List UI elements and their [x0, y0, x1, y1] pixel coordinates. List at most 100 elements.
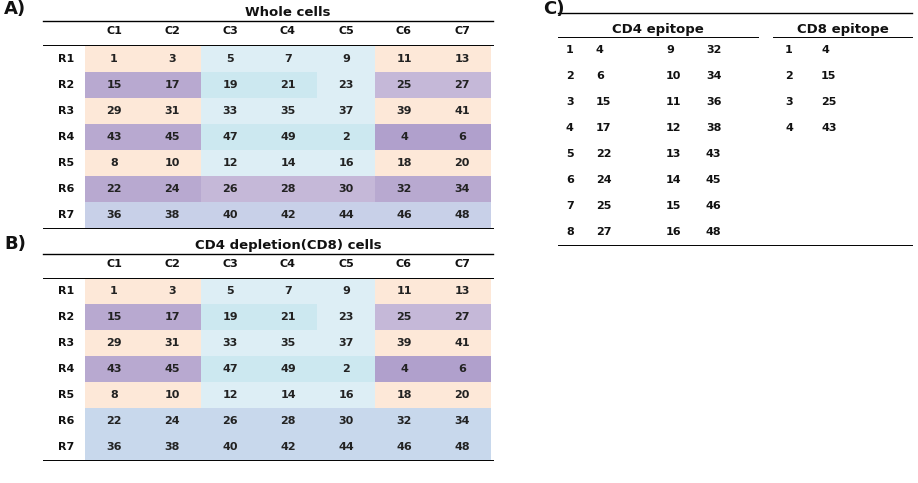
Text: 5: 5: [226, 54, 234, 64]
Text: 27: 27: [454, 80, 470, 90]
Text: C): C): [543, 0, 565, 18]
Bar: [143, 356, 201, 382]
Bar: [201, 176, 259, 202]
Text: 19: 19: [222, 80, 238, 90]
Bar: [85, 304, 143, 330]
Bar: [433, 72, 491, 98]
Text: 24: 24: [596, 175, 611, 185]
Bar: [375, 150, 433, 176]
Text: C1: C1: [106, 26, 122, 36]
Text: 38: 38: [164, 442, 180, 452]
Text: 37: 37: [339, 338, 353, 348]
Text: 41: 41: [454, 106, 470, 116]
Bar: [375, 330, 433, 356]
Text: 9: 9: [342, 54, 350, 64]
Text: 46: 46: [397, 210, 412, 220]
Text: 21: 21: [280, 80, 296, 90]
Text: 24: 24: [164, 184, 180, 194]
Text: 34: 34: [706, 71, 722, 81]
Bar: [143, 202, 201, 228]
Text: 10: 10: [666, 71, 681, 81]
Text: 47: 47: [222, 132, 238, 142]
Text: R4: R4: [58, 364, 74, 374]
Bar: [85, 202, 143, 228]
Bar: [201, 330, 259, 356]
Text: C1: C1: [106, 259, 122, 269]
Text: 18: 18: [397, 158, 412, 168]
Text: 36: 36: [106, 210, 122, 220]
Bar: [259, 304, 317, 330]
Bar: [317, 150, 375, 176]
Bar: [433, 330, 491, 356]
Text: C2: C2: [164, 26, 180, 36]
Text: 4: 4: [400, 364, 408, 374]
Text: 49: 49: [280, 364, 296, 374]
Text: C6: C6: [396, 259, 412, 269]
Bar: [85, 356, 143, 382]
Bar: [85, 124, 143, 150]
Bar: [317, 382, 375, 408]
Bar: [143, 304, 201, 330]
Text: 38: 38: [164, 210, 180, 220]
Text: R6: R6: [58, 184, 74, 194]
Text: 25: 25: [397, 312, 411, 322]
Bar: [433, 202, 491, 228]
Text: 2: 2: [566, 71, 574, 81]
Text: Whole cells: Whole cells: [245, 5, 330, 18]
Text: 15: 15: [821, 71, 836, 81]
Bar: [85, 408, 143, 434]
Bar: [143, 278, 201, 304]
Text: 45: 45: [706, 175, 722, 185]
Bar: [143, 150, 201, 176]
Text: R3: R3: [58, 338, 74, 348]
Bar: [375, 124, 433, 150]
Bar: [201, 382, 259, 408]
Text: CD8 epitope: CD8 epitope: [797, 23, 889, 36]
Text: 3: 3: [566, 97, 574, 107]
Text: 44: 44: [338, 442, 353, 452]
Text: 27: 27: [596, 227, 611, 237]
Text: 33: 33: [222, 106, 238, 116]
Text: 30: 30: [339, 416, 353, 426]
Bar: [433, 356, 491, 382]
Text: 43: 43: [106, 364, 122, 374]
Text: 31: 31: [164, 106, 180, 116]
Text: R7: R7: [58, 442, 74, 452]
Bar: [201, 356, 259, 382]
Bar: [317, 330, 375, 356]
Bar: [375, 72, 433, 98]
Text: 12: 12: [666, 123, 681, 133]
Text: 27: 27: [454, 312, 470, 322]
Bar: [85, 46, 143, 72]
Text: 13: 13: [454, 54, 470, 64]
Text: 1: 1: [110, 54, 118, 64]
Bar: [143, 72, 201, 98]
Text: R1: R1: [58, 286, 74, 296]
Bar: [317, 202, 375, 228]
Bar: [143, 98, 201, 124]
Text: 48: 48: [706, 227, 722, 237]
Text: 38: 38: [706, 123, 722, 133]
Bar: [259, 278, 317, 304]
Text: 23: 23: [339, 312, 353, 322]
Bar: [201, 304, 259, 330]
Bar: [375, 408, 433, 434]
Text: 32: 32: [397, 416, 411, 426]
Bar: [143, 408, 201, 434]
Text: R2: R2: [58, 80, 74, 90]
Text: 14: 14: [280, 158, 296, 168]
Text: 16: 16: [338, 158, 353, 168]
Text: 6: 6: [458, 132, 466, 142]
Text: 42: 42: [280, 442, 296, 452]
Text: 47: 47: [222, 364, 238, 374]
Text: 43: 43: [106, 132, 122, 142]
Bar: [85, 176, 143, 202]
Bar: [259, 356, 317, 382]
Bar: [85, 72, 143, 98]
Bar: [85, 330, 143, 356]
Bar: [259, 176, 317, 202]
Text: 17: 17: [596, 123, 611, 133]
Text: 2: 2: [342, 132, 350, 142]
Text: 1: 1: [566, 45, 574, 55]
Text: 4: 4: [400, 132, 408, 142]
